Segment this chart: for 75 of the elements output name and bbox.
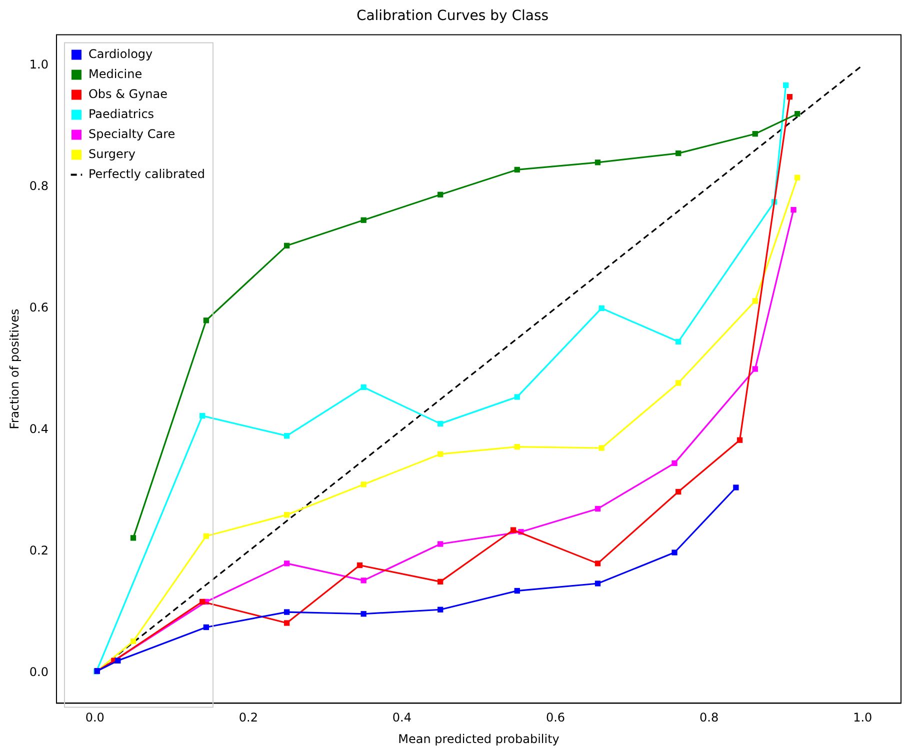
point	[284, 512, 290, 518]
point	[360, 611, 366, 617]
y-tick-label: 0.6	[29, 300, 48, 314]
legend-label: Perfectly calibrated	[88, 166, 205, 181]
x-axis-title: Mean predicted probability	[398, 732, 560, 746]
point	[794, 174, 800, 180]
point	[360, 217, 366, 223]
point	[514, 166, 520, 173]
y-tick-label: 0.0	[29, 664, 48, 679]
point	[676, 338, 682, 344]
legend-label: Cardiology	[88, 46, 153, 61]
point	[130, 535, 136, 541]
point	[200, 412, 206, 419]
point	[672, 550, 678, 556]
point	[438, 606, 444, 612]
y-axis-title: Fraction of positives	[7, 308, 22, 430]
x-tick-label: 0.6	[546, 710, 566, 725]
point	[200, 598, 206, 605]
legend-label: Surgery	[88, 146, 136, 161]
point	[794, 110, 800, 117]
x-tick-label: 0.0	[85, 710, 104, 725]
legend-label: Medicine	[88, 66, 142, 81]
point	[203, 624, 210, 630]
point	[676, 380, 682, 386]
point	[284, 242, 290, 248]
point	[786, 94, 793, 100]
point	[360, 482, 366, 488]
point	[284, 433, 290, 439]
y-tick-label: 0.2	[29, 543, 48, 558]
point	[752, 366, 758, 372]
point	[360, 578, 366, 584]
point	[203, 318, 210, 324]
point	[284, 560, 290, 566]
point	[284, 609, 290, 615]
point	[783, 82, 789, 88]
point	[438, 578, 444, 584]
point	[438, 541, 444, 547]
point	[356, 562, 363, 568]
legend-label: Specialty Care	[88, 126, 176, 141]
point	[594, 160, 601, 166]
point	[672, 460, 678, 466]
point	[676, 488, 682, 495]
point	[514, 394, 520, 400]
point	[438, 451, 444, 457]
point	[203, 533, 210, 539]
y-tick-label: 0.8	[29, 178, 48, 193]
x-tick-label: 1.0	[853, 710, 872, 725]
y-tick-label: 0.4	[29, 422, 48, 436]
point	[676, 150, 682, 156]
point	[790, 206, 796, 213]
point	[594, 580, 601, 586]
x-tick-label: 0.8	[700, 710, 719, 725]
point	[115, 658, 121, 664]
point	[733, 484, 739, 490]
legend-label: Paediatrics	[88, 106, 154, 121]
point	[752, 298, 758, 304]
point	[594, 560, 601, 566]
point	[360, 384, 366, 390]
point	[598, 445, 604, 451]
x-tick-label: 0.4	[392, 710, 412, 725]
point	[594, 506, 601, 512]
point	[130, 638, 136, 644]
point	[438, 420, 444, 427]
y-tick-label: 1.0	[29, 57, 48, 72]
chart-title: Calibration Curves by Class	[356, 8, 549, 24]
point	[736, 437, 743, 443]
point	[284, 620, 290, 626]
point	[514, 588, 520, 594]
x-tick-label: 0.2	[238, 710, 258, 725]
point	[514, 444, 520, 450]
point	[510, 527, 516, 533]
point	[752, 131, 758, 137]
point	[598, 305, 604, 312]
point	[438, 192, 444, 198]
legend-label: Obs & Gynae	[88, 86, 168, 101]
